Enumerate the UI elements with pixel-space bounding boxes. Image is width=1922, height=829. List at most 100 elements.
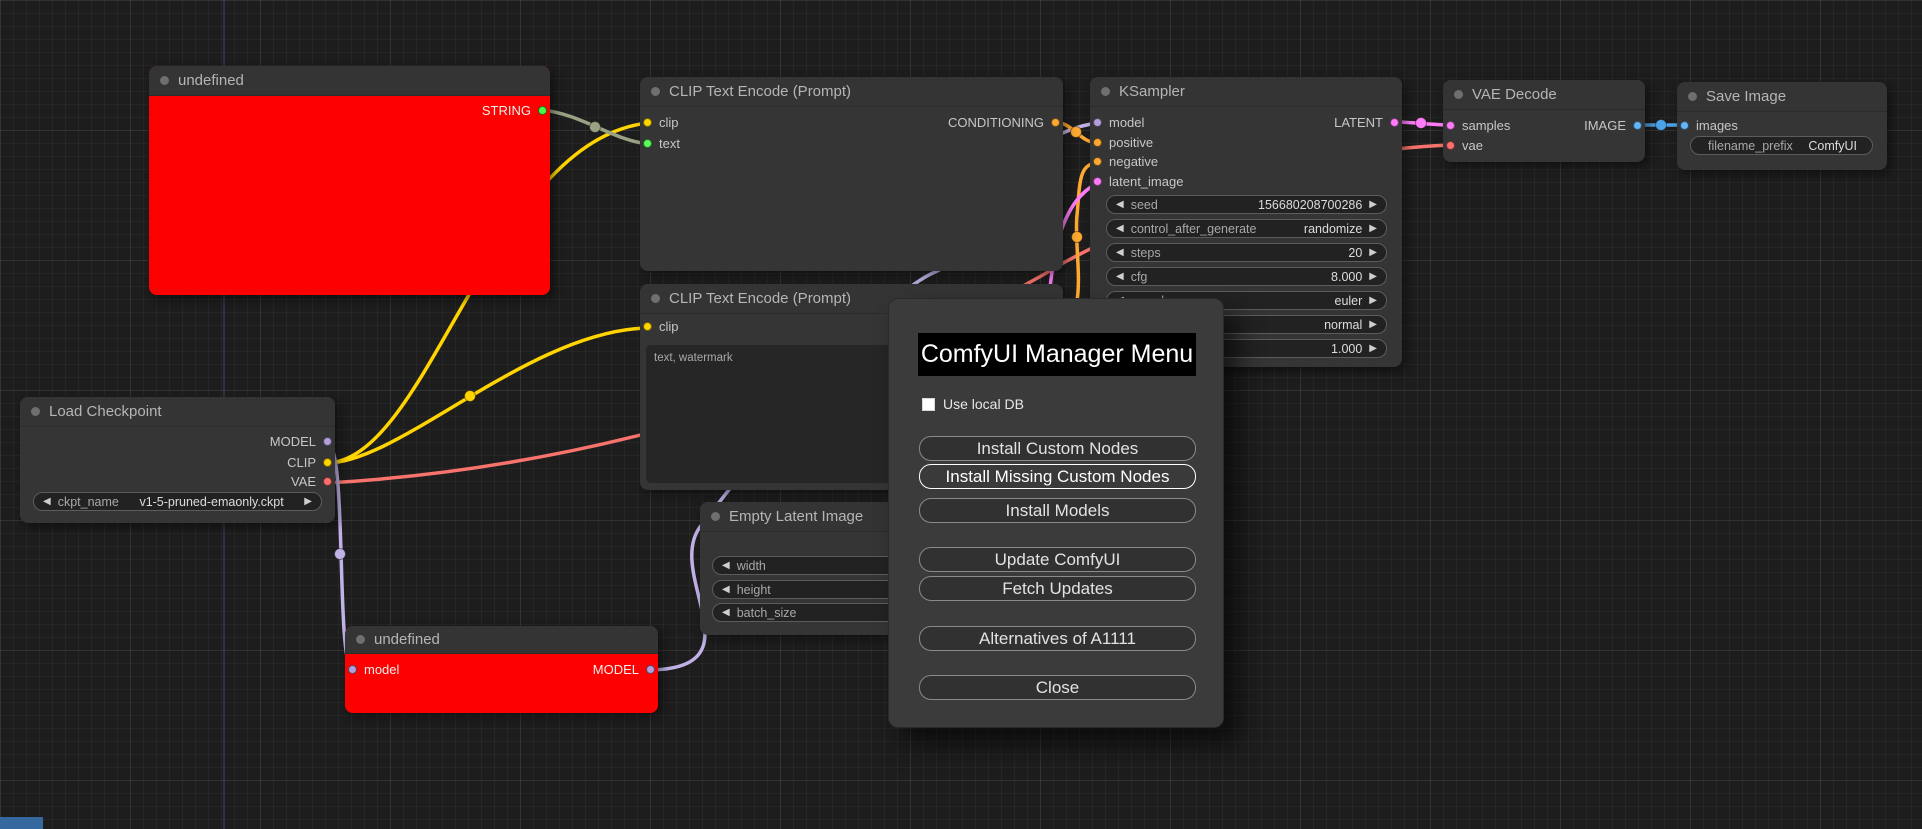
input-port-clip[interactable]: clip [643,112,679,132]
node-status-dot [1688,92,1697,101]
increment-arrow-icon[interactable]: ▶ [1369,199,1377,210]
widget-label: ckpt_name [57,494,119,509]
widget-batch-size[interactable]: ◀ batch_size [712,603,925,622]
widget-height[interactable]: ◀ height [712,580,925,599]
input-port-model[interactable]: model [1093,112,1144,132]
port-dot-images[interactable] [1680,120,1689,130]
fetch-updates-button[interactable]: Fetch Updates [919,576,1196,601]
decrement-arrow-icon[interactable]: ◀ [43,496,51,507]
increment-arrow-icon[interactable]: ▶ [1369,247,1377,258]
canvas-corner-widget[interactable] [0,817,43,829]
port-dot-model[interactable] [348,664,357,674]
increment-arrow-icon[interactable]: ▶ [1369,295,1377,306]
output-port-model[interactable]: MODEL [593,659,655,679]
output-port-latent[interactable]: LATENT [1334,112,1399,132]
update-comfyui-button[interactable]: Update ComfyUI [919,547,1196,572]
decrement-arrow-icon[interactable]: ◀ [1116,271,1124,282]
widget-width[interactable]: ◀ width [712,556,925,575]
port-dot-positive[interactable] [1093,137,1102,147]
output-port-string[interactable]: STRING [482,100,547,120]
port-dot-latent[interactable] [1390,117,1399,127]
widget-value: normal [1324,317,1363,332]
increment-arrow-icon[interactable]: ▶ [1369,319,1377,330]
increment-arrow-icon[interactable]: ▶ [1369,271,1377,282]
widget-steps[interactable]: ◀ steps 20 ▶ [1106,243,1387,262]
node-title: VAE Decode [1472,86,1557,103]
output-port-clip[interactable]: CLIP [287,452,332,472]
output-port-image[interactable]: IMAGE [1584,115,1642,135]
use-local-db-checkbox[interactable] [922,397,935,411]
use-local-db-row[interactable]: Use local DB [922,396,1024,412]
decrement-arrow-icon[interactable]: ◀ [722,607,730,618]
input-port-images[interactable]: images [1680,115,1738,135]
decrement-arrow-icon[interactable]: ◀ [722,584,730,595]
port-dot-clip[interactable] [323,457,332,467]
node-vae-decode[interactable]: VAE Decode samples vae IMAGE [1443,80,1645,162]
node-title-bar[interactable]: VAE Decode [1443,80,1645,110]
port-dot-model[interactable] [646,664,655,674]
port-dot-vae[interactable] [323,476,332,486]
node-undefined-top[interactable]: undefined STRING [149,66,550,295]
node-title-bar[interactable]: Save Image [1677,82,1887,112]
increment-arrow-icon[interactable]: ▶ [304,496,312,507]
input-port-positive[interactable]: positive [1093,132,1153,152]
node-clip-text-encode-1[interactable]: CLIP Text Encode (Prompt) clip text COND… [640,77,1063,271]
alternatives-of-a1111-button[interactable]: Alternatives of A1111 [919,626,1196,651]
port-label: clip [659,318,679,334]
port-dot-samples[interactable] [1446,120,1455,130]
decrement-arrow-icon[interactable]: ◀ [722,560,730,571]
widget-value: v1-5-pruned-emaonly.ckpt [139,494,284,509]
widget-control-after-generate[interactable]: ◀ control_after_generate randomize ▶ [1106,219,1387,238]
widget-value: 8.000 [1331,269,1363,284]
node-save-image[interactable]: Save Image images filename_prefix ComfyU… [1677,82,1887,170]
port-dot-image[interactable] [1633,120,1642,130]
widget-seed[interactable]: ◀ seed 156680208700286 ▶ [1106,195,1387,214]
install-missing-custom-nodes-button[interactable]: Install Missing Custom Nodes [919,464,1196,489]
node-title: CLIP Text Encode (Prompt) [669,83,852,100]
output-port-vae[interactable]: VAE [291,471,332,491]
increment-arrow-icon[interactable]: ▶ [1369,343,1377,354]
port-dot-latent-image[interactable] [1093,176,1102,186]
port-dot-clip[interactable] [643,117,652,127]
decrement-arrow-icon[interactable]: ◀ [1116,223,1124,234]
input-port-latent-image[interactable]: latent_image [1093,171,1183,191]
node-title-bar[interactable]: undefined [149,66,550,96]
input-port-text[interactable]: text [643,133,680,153]
input-port-vae[interactable]: vae [1446,135,1483,155]
port-dot-model[interactable] [1093,117,1102,127]
port-dot-text[interactable] [643,138,652,148]
port-dot-clip[interactable] [643,321,652,331]
node-title-bar[interactable]: undefined [345,626,658,654]
widget-filename-prefix[interactable]: filename_prefix ComfyUI [1690,136,1873,155]
close-button[interactable]: Close [919,675,1196,700]
port-dot-conditioning[interactable] [1051,117,1060,127]
decrement-arrow-icon[interactable]: ◀ [1116,199,1124,210]
widget-label: seed [1130,197,1158,212]
port-dot-model[interactable] [323,436,332,446]
port-dot-negative[interactable] [1093,156,1102,166]
output-port-conditioning[interactable]: CONDITIONING [948,112,1060,132]
port-label: VAE [290,473,316,489]
node-title-bar[interactable]: Load Checkpoint [20,397,335,427]
install-custom-nodes-button[interactable]: Install Custom Nodes [919,436,1196,461]
node-undefined-bottom[interactable]: undefined model MODEL [345,626,658,713]
node-load-checkpoint[interactable]: Load Checkpoint MODEL CLIP VAE ◀ ckpt_na… [20,397,335,523]
decrement-arrow-icon[interactable]: ◀ [1116,247,1124,258]
node-empty-latent-image[interactable]: Empty Latent Image ◀ width ◀ height ◀ ba… [700,502,935,635]
widget-cfg[interactable]: ◀ cfg 8.000 ▶ [1106,267,1387,286]
increment-arrow-icon[interactable]: ▶ [1369,223,1377,234]
output-port-model[interactable]: MODEL [270,431,332,451]
node-title-bar[interactable]: CLIP Text Encode (Prompt) [640,77,1063,107]
input-port-clip[interactable]: clip [643,316,679,336]
install-models-button[interactable]: Install Models [919,498,1196,523]
port-dot-vae[interactable] [1446,140,1455,150]
widget-ckpt-name[interactable]: ◀ ckpt_name v1-5-pruned-emaonly.ckpt ▶ [33,492,322,511]
node-title: undefined [374,631,440,648]
comfyui-manager-dialog[interactable]: ComfyUI Manager Menu Use local DB Instal… [888,298,1224,728]
input-port-model[interactable]: model [348,659,399,679]
input-port-samples[interactable]: samples [1446,115,1510,135]
port-dot-string[interactable] [538,105,547,115]
input-port-negative[interactable]: negative [1093,151,1158,171]
node-title-bar[interactable]: KSampler [1090,77,1402,107]
